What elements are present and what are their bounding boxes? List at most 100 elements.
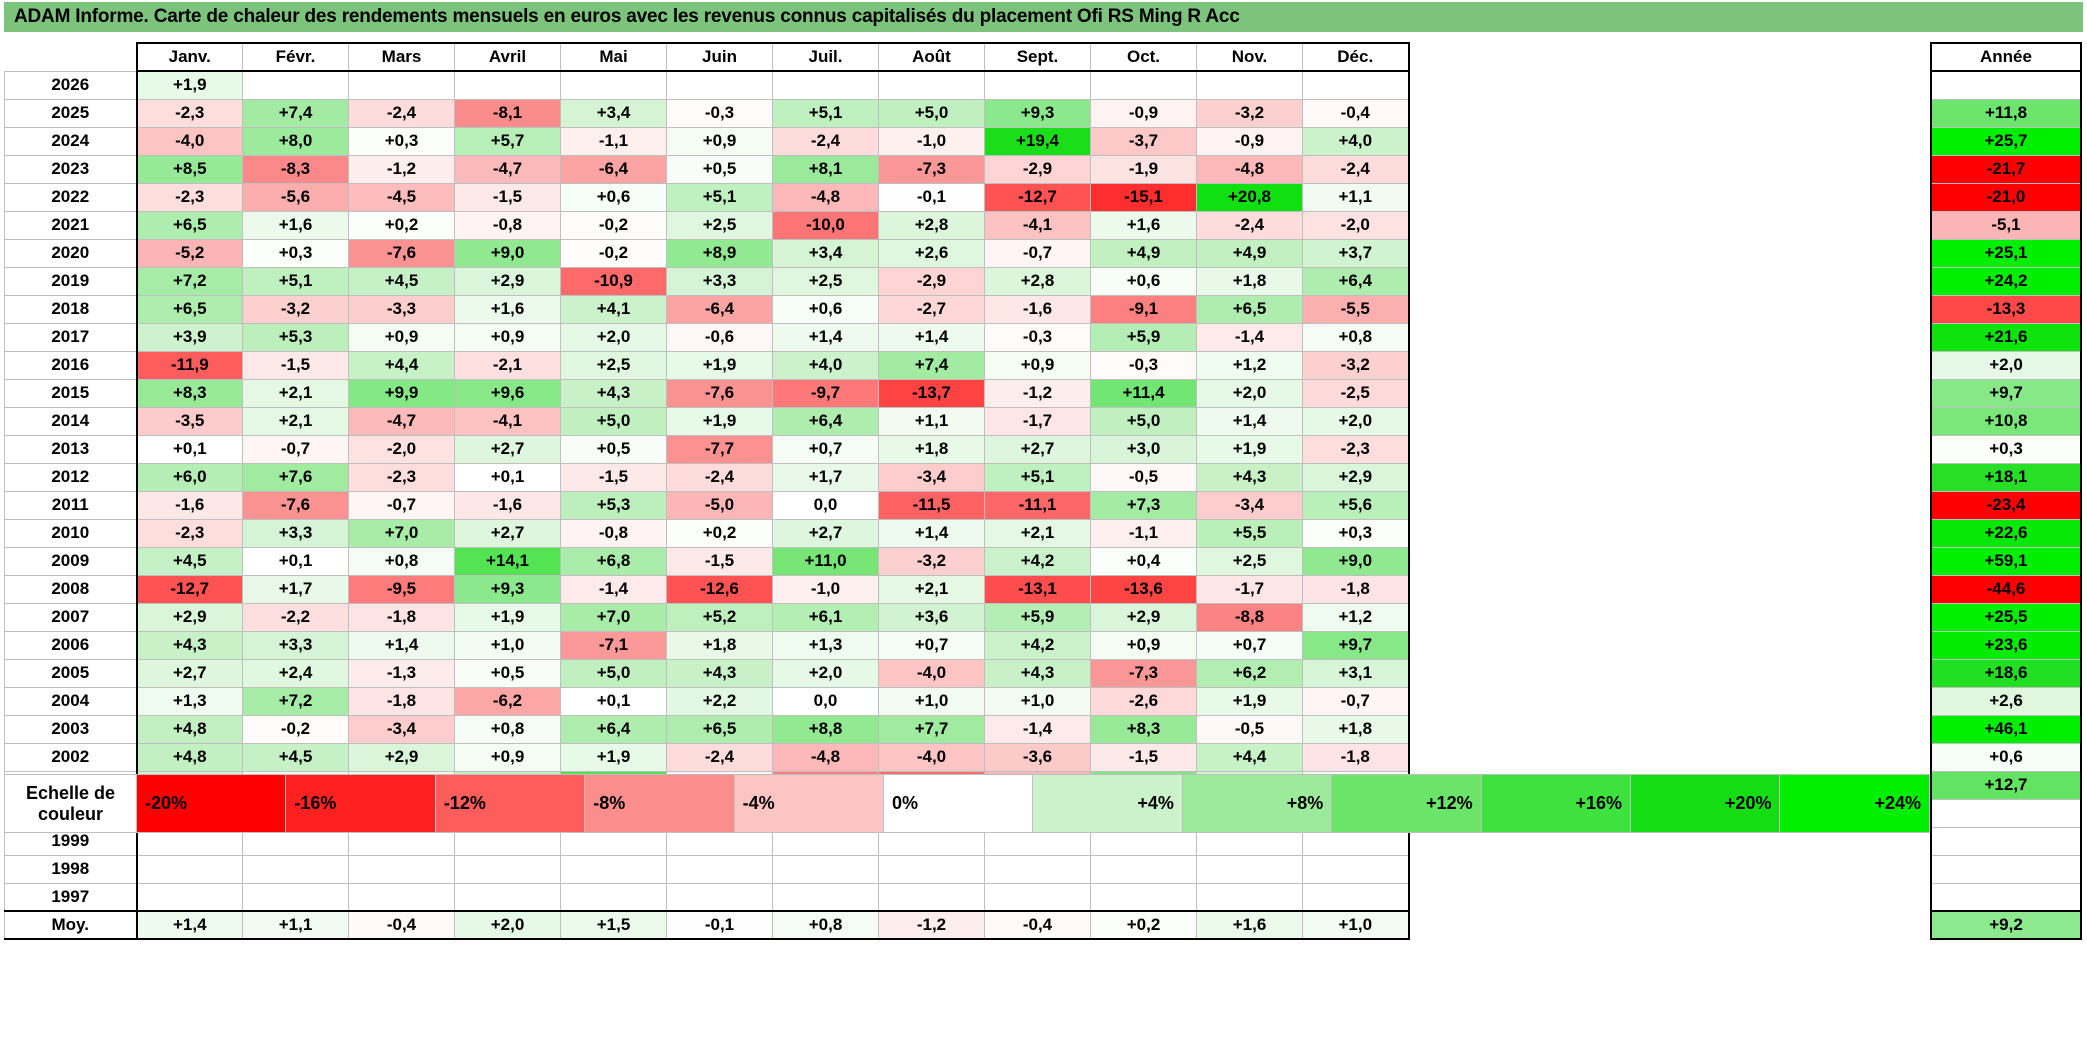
heatmap-cell: +6,4 (772, 406, 879, 436)
heatmap-cell: +2,5 (1196, 546, 1303, 576)
heatmap-cell: -1,5 (666, 546, 773, 576)
row-label-2026: 2026 (4, 70, 137, 100)
annual-cell: +11,8 (1930, 98, 2082, 128)
row-label-2008: 2008 (4, 574, 137, 604)
row-label-2022: 2022 (4, 182, 137, 212)
heatmap-cell (348, 854, 455, 884)
average-cell: +2,0 (454, 910, 561, 940)
annual-row: +11,8 (1930, 98, 2082, 128)
annual-cell (1930, 854, 2082, 884)
heatmap-cell: +7,2 (242, 686, 349, 716)
heatmap-cell: +2,1 (242, 406, 349, 436)
heatmap-cell: +1,7 (772, 462, 879, 492)
column-header-fvr: Févr. (242, 42, 349, 72)
heatmap-cell: -1,7 (984, 406, 1091, 436)
heatmap-cell: +4,0 (772, 350, 879, 380)
table-row: 2005 +2,7 +2,4 -1,3 +0,5 +5,0 +4,3 +2,0 -4,0 +4,3… (4, 658, 1410, 688)
table-row: 2002 +4,8 +4,5 +2,9 +0,9 +1,9 -2,4 -4,8 -4,0 -3,6… (4, 742, 1410, 772)
heatmap-cell (454, 70, 561, 100)
heatmap-cell: -0,8 (454, 210, 561, 240)
table-row: 2025 -2,3 +7,4 -2,4 -8,1 +3,4 -0,3 +5,1 +5,0 +9,3… (4, 98, 1410, 128)
annual-cell (1930, 70, 2082, 100)
heatmap-cell: +8,5 (135, 154, 243, 184)
heatmap-cell: +8,8 (772, 714, 879, 744)
column-header-juin: Juin (666, 42, 773, 72)
average-cell: +0,8 (772, 910, 879, 940)
row-label-2004: 2004 (4, 686, 137, 716)
color-scale-legend: Echelle de couleur -20% -16% -12% -8% -4% 0% +4… (4, 774, 1930, 834)
heatmap-cell: +3,4 (560, 98, 667, 128)
heatmap-cell (454, 882, 561, 912)
heatmap-cell: -2,3 (135, 182, 243, 212)
heatmap-cell: +9,3 (984, 98, 1091, 128)
heatmap-cell: +4,3 (135, 630, 243, 660)
heatmap-cell: +3,3 (242, 518, 349, 548)
heatmap-cell: +20,8 (1196, 182, 1303, 212)
scale-swatch: -12% (434, 774, 586, 833)
heatmap-cell: +5,1 (666, 182, 773, 212)
heatmap-cell: -3,4 (348, 714, 455, 744)
heatmap-cell: +7,0 (560, 602, 667, 632)
table-row: 2006 +4,3 +3,3 +1,4 +1,0 -7,1 +1,8 +1,3 +0,7 +4,2… (4, 630, 1410, 660)
column-header-sept: Sept. (984, 42, 1091, 72)
scale-caption: Echelle de couleur (4, 774, 137, 833)
heatmap-cell: -1,8 (348, 602, 455, 632)
annual-row (1930, 798, 2082, 828)
column-header-mars: Mars (348, 42, 455, 72)
heatmap-cell: +6,5 (666, 714, 773, 744)
table-row: 2019 +7,2 +5,1 +4,5 +2,9 -10,9 +3,3 +2,5 -2,9 +2,… (4, 266, 1410, 296)
heatmap-cell: +2,9 (348, 742, 455, 772)
heatmap-cell: -1,0 (878, 126, 985, 156)
heatmap-cell: +2,1 (878, 574, 985, 604)
heatmap-cell: +1,2 (1302, 602, 1410, 632)
annual-row: +0,3 (1930, 434, 2082, 464)
heatmap-cell (1196, 70, 1303, 100)
heatmap-cell: +1,9 (1196, 686, 1303, 716)
scale-swatch: -8% (584, 774, 735, 833)
annual-row: +25,1 (1930, 238, 2082, 268)
heatmap-cell (772, 854, 879, 884)
annual-row: +18,1 (1930, 462, 2082, 492)
row-label-2002: 2002 (4, 742, 137, 772)
annual-cell: +18,6 (1930, 658, 2082, 688)
average-cell: -0,4 (348, 910, 455, 940)
heatmap-cell: -1,6 (454, 490, 561, 520)
scale-swatch: +8% (1181, 774, 1333, 833)
heatmap-cell: +1,2 (1196, 350, 1303, 380)
heatmap-cell: -4,0 (135, 126, 243, 156)
heatmap-cell: +1,9 (666, 350, 773, 380)
table-row: 1997 (4, 882, 1410, 912)
annual-row: +10,8 (1930, 406, 2082, 436)
heatmap-cell: -0,3 (1090, 350, 1197, 380)
heatmap-cell: +8,0 (242, 126, 349, 156)
heatmap-cell: +3,9 (135, 322, 243, 352)
heatmap-cell (1302, 882, 1410, 912)
annual-row (1930, 854, 2082, 884)
heatmap-cell: -3,5 (135, 406, 243, 436)
heatmap-cell: +5,2 (666, 602, 773, 632)
heatmap-cell: -2,9 (878, 266, 985, 296)
heatmap-cell (984, 854, 1091, 884)
heatmap-cell: +1,3 (772, 630, 879, 660)
heatmap-cell: +11,4 (1090, 378, 1197, 408)
heatmap-cell: +3,1 (1302, 658, 1410, 688)
annual-cell: +0,6 (1930, 742, 2082, 772)
heatmap-cell: +3,3 (242, 630, 349, 660)
heatmap-cell: +2,8 (984, 266, 1091, 296)
annual-cell: +0,3 (1930, 434, 2082, 464)
heatmap-cell: +4,5 (135, 546, 243, 576)
heatmap-cell: +5,0 (878, 98, 985, 128)
table-row: 2010 -2,3 +3,3 +7,0 +2,7 -0,8 +0,2 +2,7 +1,4 +2,1… (4, 518, 1410, 548)
row-label-2023: 2023 (4, 154, 137, 184)
annual-cell: +9,7 (1930, 378, 2082, 408)
heatmap-cell: -3,2 (1302, 350, 1410, 380)
heatmap-cell: -2,4 (1196, 210, 1303, 240)
heatmap-cell: -2,1 (454, 350, 561, 380)
table-row: 2015 +8,3 +2,1 +9,9 +9,6 +4,3 -7,6 -9,7 -13,7 -1,… (4, 378, 1410, 408)
heatmap-cell: +7,4 (242, 98, 349, 128)
heatmap-cell: +1,0 (454, 630, 561, 660)
heatmap-cell: +4,8 (135, 742, 243, 772)
heatmap-cell: -2,4 (666, 462, 773, 492)
heatmap-cell: +7,6 (242, 462, 349, 492)
row-label-2016: 2016 (4, 350, 137, 380)
